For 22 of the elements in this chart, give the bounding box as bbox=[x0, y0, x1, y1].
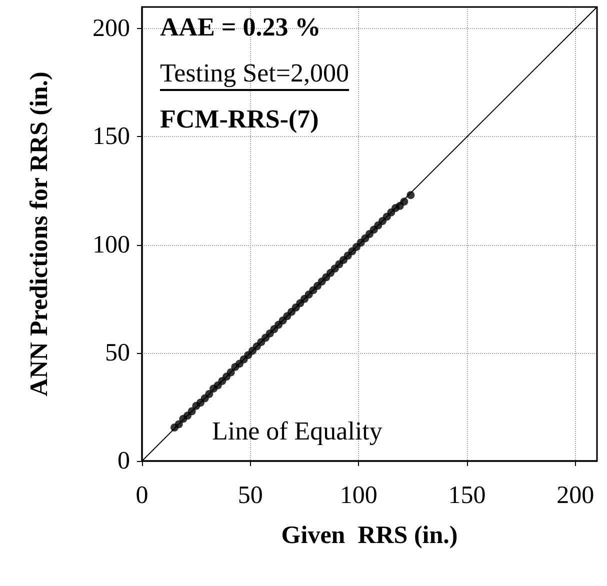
x-axis-title: Given RRS (in.) bbox=[281, 522, 458, 549]
annotation: Testing Set=2,000 bbox=[160, 58, 350, 88]
annotation: AAE = 0.23 % bbox=[160, 12, 321, 42]
y-tick-label: 0 bbox=[118, 448, 130, 474]
point bbox=[400, 198, 408, 206]
annotation: FCM-RRS-(7) bbox=[160, 104, 319, 134]
y-tick-label: 150 bbox=[92, 123, 130, 150]
y-axis-title: ANN Predictions for RRS (in.) bbox=[26, 72, 53, 396]
point bbox=[174, 420, 183, 428]
x-tick-label: 50 bbox=[238, 482, 263, 509]
x-tick-label: 150 bbox=[448, 482, 486, 509]
point bbox=[205, 390, 214, 398]
y-tick-label: 200 bbox=[92, 15, 130, 42]
point bbox=[406, 191, 415, 200]
x-tick-label: 0 bbox=[136, 482, 148, 509]
y-tick-label: 50 bbox=[105, 339, 130, 366]
x-tick-label: 200 bbox=[556, 482, 594, 509]
x-tick-label: 100 bbox=[340, 482, 378, 509]
point bbox=[188, 407, 196, 416]
annotation: Line of Equality bbox=[212, 416, 382, 446]
y-tick-label: 100 bbox=[92, 231, 130, 258]
point bbox=[226, 368, 235, 376]
